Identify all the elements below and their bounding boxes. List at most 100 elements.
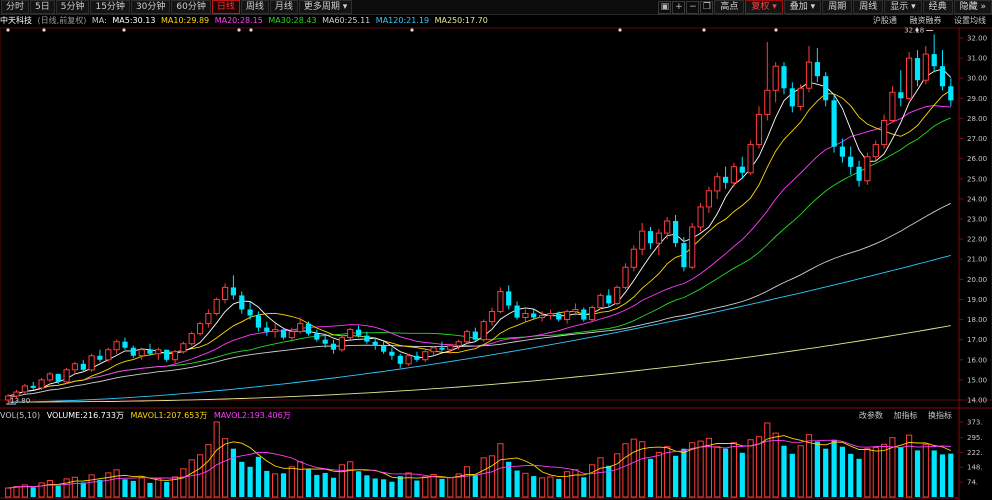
volume-bar [597, 457, 604, 498]
candle-body [46, 373, 53, 381]
candle-body [697, 206, 704, 228]
candle-body [730, 166, 737, 184]
candle-body [21, 385, 28, 393]
candle [681, 237, 687, 272]
candle [338, 335, 345, 352]
volume-tick-label: 148. [967, 464, 983, 472]
candle [772, 62, 779, 103]
volume-bar [906, 434, 913, 498]
candle-body [264, 327, 270, 332]
volume-bar [88, 474, 95, 498]
display-button[interactable]: 显示 ▾ [884, 0, 922, 14]
candle-body [322, 339, 328, 344]
volume-bar [338, 464, 345, 498]
candle [848, 146, 854, 175]
tab-more-periods[interactable]: 更多周期 ▾ [298, 0, 353, 14]
candle [272, 323, 279, 338]
candle-body [305, 323, 312, 334]
candle-body [38, 379, 45, 389]
tab-5-day[interactable]: 5日 [30, 0, 55, 14]
candle [647, 227, 654, 250]
candle-body [597, 294, 604, 308]
candle [480, 319, 487, 342]
ma10-value: MA10:29.89 [160, 16, 210, 25]
candle-body [188, 333, 195, 345]
candle-body [898, 92, 904, 99]
candle-body [55, 373, 61, 382]
candle [305, 321, 312, 336]
candle-body [330, 343, 337, 350]
candle [789, 82, 795, 113]
overlay-button[interactable]: 叠加 ▾ [783, 0, 822, 14]
minus-icon[interactable]: − [686, 0, 700, 14]
hk-connect-link[interactable]: 沪股通 [872, 16, 897, 25]
ma-settings-link[interactable]: 设置均线 [954, 16, 986, 25]
mavol1-value: MAVOL1:207.653万 [130, 411, 208, 420]
weekly-button[interactable]: 周线 [853, 0, 884, 14]
tab-5-minute[interactable]: 5分钟 [55, 0, 90, 14]
adjust-button[interactable]: 复权 ▾ [745, 0, 783, 14]
tab-weekly[interactable]: 周线 [240, 0, 269, 14]
candle-body [705, 190, 712, 208]
volume-bar [531, 476, 537, 497]
candle [280, 327, 287, 340]
candle [213, 297, 220, 316]
period-button[interactable]: 周期 [822, 0, 853, 14]
volume-bar [514, 470, 520, 497]
volume-bar [655, 451, 662, 498]
candle-body [664, 220, 671, 234]
volume-bar [255, 456, 261, 497]
candle-body [564, 311, 571, 320]
candle-body [338, 337, 345, 351]
hide-button[interactable]: 隐藏 » [953, 0, 992, 14]
candle [297, 317, 304, 334]
volume-value: VOLUME:216.733万 [46, 411, 124, 420]
candle-body [939, 66, 946, 87]
volume-axis: 373. 295. 222. 148. 74. [959, 419, 983, 487]
candle [614, 285, 621, 306]
ma60-value: MA60:25.11 [322, 16, 371, 25]
stock-name[interactable]: 中天科技 [0, 16, 32, 25]
tab-60-minute[interactable]: 60分钟 [171, 0, 211, 14]
candle [113, 339, 120, 354]
classic-button[interactable]: 经典 [922, 0, 953, 14]
candle-body [639, 230, 646, 250]
tab-15-minute[interactable]: 15分钟 [90, 0, 130, 14]
candle [889, 86, 896, 123]
price-tick-label: 16.00 [967, 356, 987, 364]
add-indicator-link[interactable]: 加指标 [893, 411, 918, 420]
ma30-value: MA30:28.43 [268, 16, 317, 25]
restore-icon[interactable]: ❐ [700, 0, 714, 14]
candle [55, 373, 61, 384]
candle-body [647, 231, 654, 244]
candle [898, 70, 904, 107]
tab-time-share[interactable]: 分时 [1, 0, 30, 14]
candle-body [205, 313, 212, 325]
volume-bar [606, 465, 612, 497]
tab-daily[interactable]: 日线 [211, 0, 240, 14]
margin-trading-link[interactable]: 融资融券 [909, 16, 942, 25]
candle [939, 50, 946, 91]
change-params-link[interactable]: 改参数 [858, 411, 883, 420]
candle-body [914, 58, 921, 81]
candle-body [463, 331, 471, 343]
volume-bar [714, 446, 721, 498]
switch-indicator-link[interactable]: 换指标 [928, 411, 952, 420]
plus-icon[interactable]: + [672, 0, 686, 14]
candle [539, 311, 546, 322]
candle-body [831, 100, 837, 147]
volume-bar [322, 472, 328, 497]
volume-bar [639, 441, 646, 498]
candle [447, 343, 454, 354]
volume-bar [422, 476, 429, 498]
tab-monthly[interactable]: 月线 [269, 0, 298, 14]
candle-body [197, 323, 204, 335]
candle-body [455, 341, 462, 347]
candle [205, 309, 212, 328]
candle-body [122, 341, 128, 348]
high-point-button[interactable]: 高点 [714, 0, 745, 14]
tab-30-minute[interactable]: 30分钟 [130, 0, 171, 14]
window-icon[interactable]: ▣ [658, 0, 672, 14]
candle [397, 353, 403, 368]
